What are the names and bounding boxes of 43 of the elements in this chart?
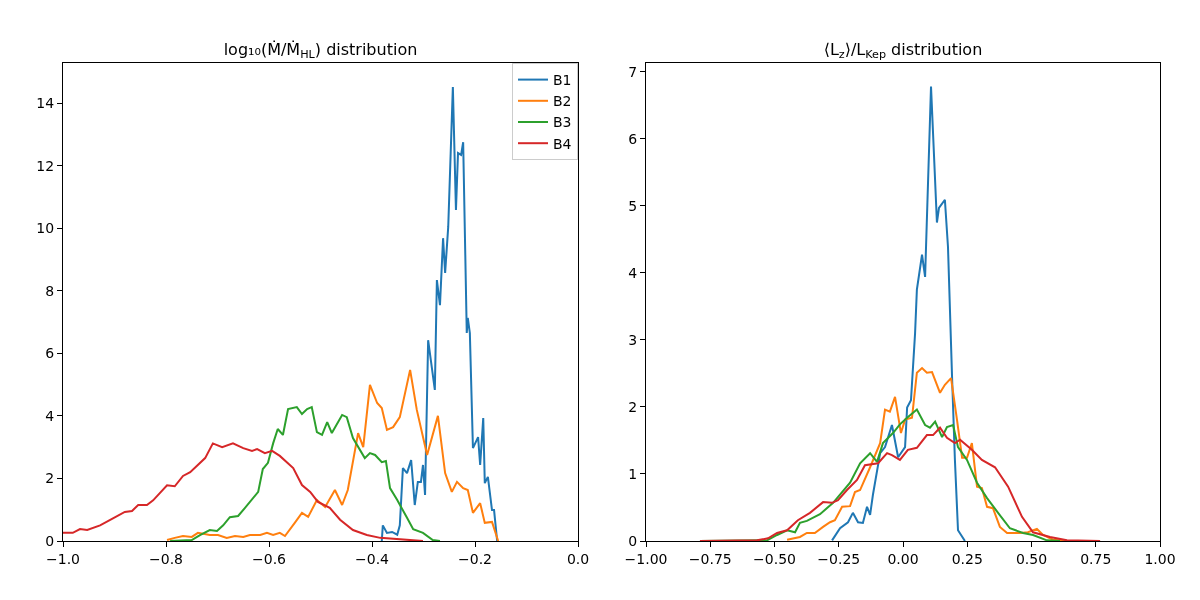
chart-title: log₁₀(Ṁ/Ṁ$_{HL}$) distribution bbox=[223, 40, 418, 62]
line-series bbox=[698, 426, 1102, 541]
y-tick-label: 2 bbox=[45, 470, 55, 487]
y-tick-label: 6 bbox=[628, 130, 638, 147]
legend-label: B1 bbox=[553, 72, 572, 89]
y-tick-label: 3 bbox=[628, 331, 638, 348]
y-tick-label: 6 bbox=[45, 345, 55, 362]
y-tick-label: 5 bbox=[628, 197, 638, 214]
x-tick-label: 0.25 bbox=[951, 550, 983, 567]
line-series bbox=[380, 86, 499, 541]
legend-label: B2 bbox=[553, 93, 572, 110]
x-tick-label: −1.0 bbox=[46, 550, 80, 567]
x-tick-label: −1.00 bbox=[624, 550, 668, 567]
y-tick-label: 14 bbox=[36, 94, 55, 111]
x-tick-label: −0.75 bbox=[688, 550, 732, 567]
y-tick-label: 7 bbox=[628, 63, 638, 80]
x-tick-label: −0.2 bbox=[458, 550, 492, 567]
legend-label: B4 bbox=[553, 135, 572, 152]
y-tick-label: 0 bbox=[628, 532, 638, 549]
line-series bbox=[166, 368, 500, 541]
y-tick-label: 4 bbox=[45, 407, 55, 424]
y-tick-label: 1 bbox=[628, 465, 638, 482]
y-tick-label: 0 bbox=[45, 532, 55, 549]
x-tick-label: −0.25 bbox=[817, 550, 861, 567]
y-tick-label: 2 bbox=[628, 398, 638, 415]
x-tick-label: 0.00 bbox=[887, 550, 919, 567]
x-tick-label: −0.8 bbox=[149, 550, 183, 567]
line-series bbox=[831, 85, 966, 541]
x-tick-label: −0.6 bbox=[252, 550, 287, 567]
y-tick-label: 12 bbox=[36, 157, 55, 174]
y-tick-label: 4 bbox=[628, 264, 638, 281]
line-series bbox=[169, 406, 441, 541]
y-tick-label: 10 bbox=[36, 220, 55, 237]
x-tick-label: −0.50 bbox=[753, 550, 796, 567]
x-tick-label: 0.50 bbox=[1015, 550, 1048, 567]
legend-label: B3 bbox=[553, 114, 572, 131]
line-series bbox=[63, 442, 424, 541]
y-tick-label: 8 bbox=[45, 282, 55, 299]
x-tick-label: −0.4 bbox=[355, 550, 390, 567]
x-tick-label: 0.75 bbox=[1080, 550, 1112, 567]
x-tick-label: 1.00 bbox=[1144, 550, 1176, 567]
chart-title: ⟨L$_{z}$⟩/L$_{Kep}$ distribution bbox=[823, 40, 983, 62]
x-tick-label: 0.0 bbox=[566, 550, 590, 567]
